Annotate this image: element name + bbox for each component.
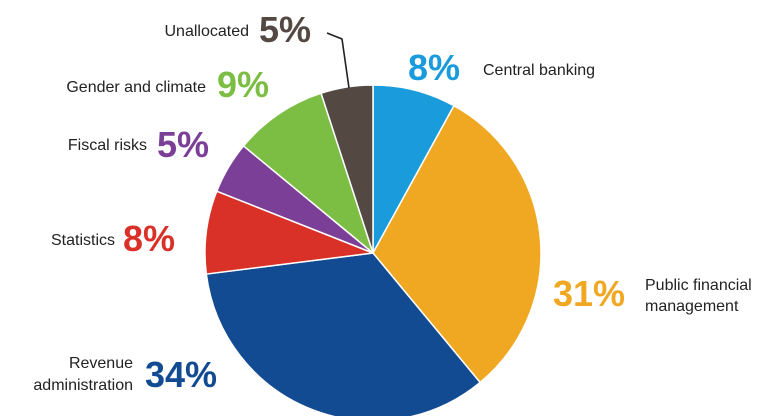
- slice-revenue-administration-label-line2: administration: [33, 377, 133, 394]
- pie-slices: [204, 84, 542, 416]
- slice-gender-and-climate-label: Gender and climate: [66, 79, 206, 96]
- slice-unallocated-label: Unallocated: [165, 23, 250, 40]
- slice-revenue-administration-percent: 34%: [145, 354, 217, 395]
- pie-slice-unallocated: [320, 84, 374, 254]
- slice-statistics-percent: 8%: [123, 218, 175, 259]
- slice-public-financial-management-label-line2: management: [645, 298, 739, 315]
- slice-central-banking-percent: 8%: [408, 47, 460, 88]
- slice-fiscal-risks-percent: 5%: [157, 124, 209, 165]
- slice-public-financial-management-label-line1: Public financial: [645, 277, 752, 294]
- slice-central-banking-label: Central banking: [483, 62, 595, 79]
- pie-slice-gender-and-climate: [242, 92, 375, 256]
- slice-revenue-administration-label-line1: Revenue: [69, 355, 133, 372]
- pie-slice-public-financial-management: [372, 104, 542, 384]
- slice-fiscal-risks-label: Fiscal risks: [68, 137, 147, 154]
- slice-unallocated-percent: 5%: [259, 9, 311, 50]
- slice-statistics-label: Statistics: [51, 232, 115, 249]
- pie-slice-revenue-administration: [205, 252, 482, 416]
- slice-public-financial-management-percent: 31%: [553, 273, 625, 314]
- unallocated-leader-line: [326, 32, 350, 89]
- slice-gender-and-climate-percent: 9%: [217, 64, 269, 105]
